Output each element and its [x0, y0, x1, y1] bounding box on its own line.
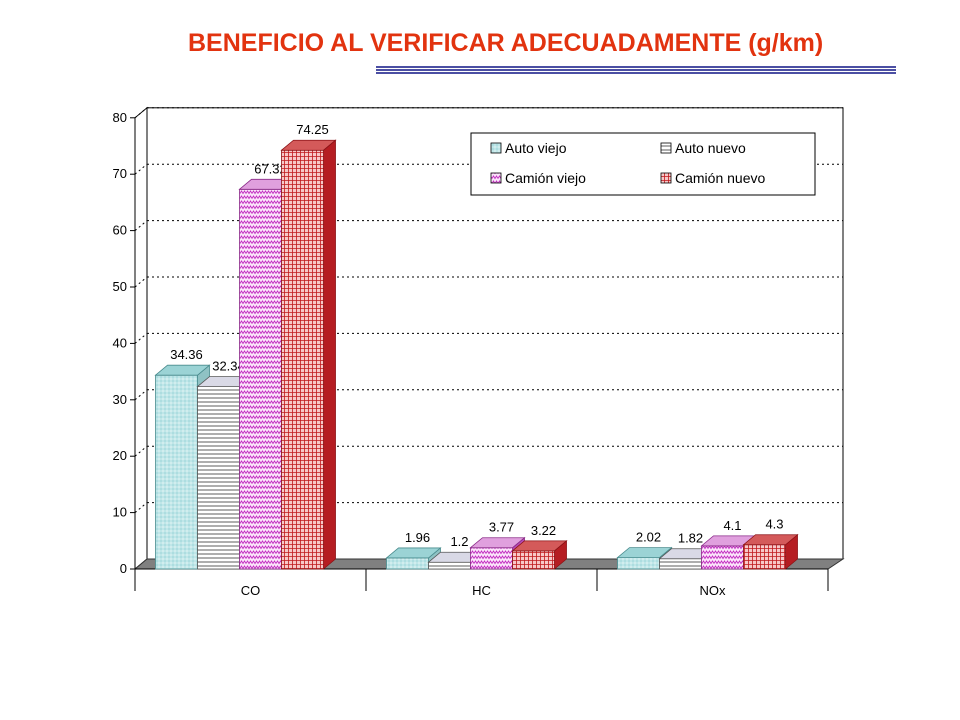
- data-label: 67.32: [254, 161, 287, 176]
- y-tick-label: 10: [113, 505, 127, 520]
- y-tick-label: 70: [113, 166, 127, 181]
- bar: [386, 557, 429, 570]
- title-underline: [376, 66, 896, 76]
- legend-label: Camión viejo: [505, 170, 586, 186]
- data-label: 4.1: [723, 518, 741, 533]
- y-tick-label: 40: [113, 335, 127, 350]
- bar-top: [616, 547, 673, 559]
- bar-top: [469, 537, 526, 549]
- page-title: BENEFICIO AL VERIFICAR ADECUADAMENTE (g/…: [188, 29, 824, 57]
- legend-label: Auto nuevo: [675, 140, 746, 156]
- legend-swatch: [490, 172, 502, 184]
- data-label: 3.22: [531, 523, 556, 538]
- legend-label: Auto viejo: [505, 140, 567, 156]
- legend-swatch: [490, 142, 502, 154]
- legend-label: Camión nuevo: [675, 170, 765, 186]
- bar: [743, 544, 786, 570]
- bar-top: [742, 534, 799, 546]
- y-tick-label: 80: [113, 110, 127, 125]
- bar-top: [280, 139, 337, 151]
- x-tick-label: NOx: [700, 583, 727, 598]
- legend-swatch: [660, 142, 672, 154]
- legend-swatch: [660, 172, 672, 184]
- bar-top: [385, 547, 442, 559]
- y-tick-label: 30: [113, 392, 127, 407]
- bar: [659, 558, 702, 570]
- bar: [470, 547, 513, 570]
- data-label: 4.3: [765, 517, 783, 532]
- bar-side: [323, 139, 336, 570]
- y-tick-label: 50: [113, 279, 127, 294]
- bar-top: [154, 364, 211, 376]
- bar: [197, 386, 240, 570]
- x-tick-label: CO: [241, 583, 261, 598]
- x-tick-label: HC: [472, 583, 491, 598]
- y-tick-label: 60: [113, 223, 127, 238]
- data-label: 32.34: [212, 359, 245, 374]
- data-label: 2.02: [636, 530, 661, 545]
- y-tick-label: 20: [113, 448, 127, 463]
- legend-box: [470, 132, 816, 196]
- bar: [617, 557, 660, 570]
- data-label: 3.77: [489, 520, 514, 535]
- bar: [512, 550, 555, 570]
- plot-area-side-wall: [134, 106, 148, 571]
- bar: [701, 545, 744, 570]
- data-label: 74.25: [296, 122, 329, 137]
- bar: [155, 374, 198, 570]
- bar-top: [511, 540, 568, 552]
- bar: [239, 188, 282, 570]
- bar: [428, 561, 471, 570]
- data-label: 1.2: [450, 534, 468, 549]
- bar: [281, 149, 324, 570]
- data-label: 34.36: [170, 347, 203, 362]
- data-label: 1.82: [678, 531, 703, 546]
- y-tick-label: 0: [120, 561, 127, 576]
- data-label: 1.96: [405, 530, 430, 545]
